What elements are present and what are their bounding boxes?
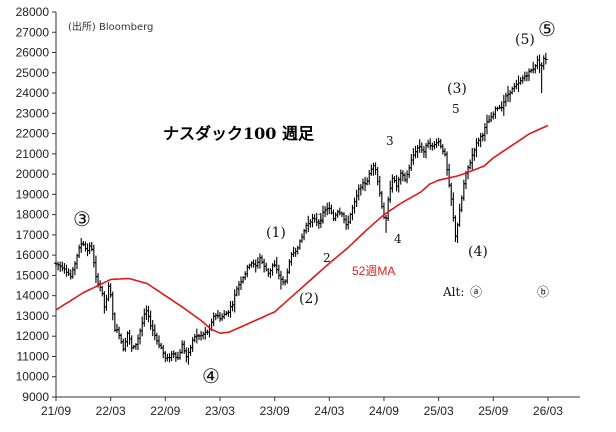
wave-label-2: 2 [323, 251, 331, 265]
x-tick-label: 25/09 [478, 404, 508, 418]
ma-line [55, 124, 549, 335]
y-axis: 9000 10000 11000 12000 13000 14000 15000 16000 1… [16, 5, 56, 404]
y-tick-label: 16000 [16, 248, 50, 262]
chart-title: ナスダック100 週足 [163, 124, 315, 143]
wave-label-circle-5: ⑤ [538, 17, 556, 41]
y-tick-label: 27000 [16, 25, 50, 39]
x-axis: 21/09 22/03 22/09 23/03 23/09 24/03 24/09 25/03… [41, 397, 563, 418]
wave-label-paren-5: (5) [515, 32, 535, 48]
wave-label-3: 3 [386, 134, 394, 148]
ma-label: 52週MA [352, 264, 395, 278]
y-tick-label: 11000 [17, 349, 50, 363]
y-tick-label: 9000 [22, 390, 49, 404]
wave-label-5: 5 [452, 102, 460, 116]
y-tick-label: 10000 [16, 370, 50, 384]
y-tick-label: 13000 [16, 309, 50, 323]
x-tick-label: 23/03 [205, 404, 235, 418]
y-tick-label: 14000 [16, 289, 50, 303]
x-tick-label: 21/09 [41, 404, 71, 418]
y-tick-label: 24000 [16, 86, 50, 100]
y-tick-label: 17000 [16, 228, 50, 242]
wave-label-paren-1: (1) [266, 225, 286, 241]
y-tick-label: 22000 [16, 127, 50, 141]
x-tick-label: 24/03 [314, 404, 344, 418]
price-bars [54, 52, 548, 365]
y-tick-label: 25000 [16, 66, 50, 80]
alt-label: Alt: [442, 285, 464, 299]
wave-label-circle-4: ④ [202, 364, 220, 388]
y-tick-label: 23000 [16, 106, 50, 120]
wave-label-4: 4 [394, 232, 402, 246]
wave-label-paren-2: (2) [299, 291, 319, 307]
wave-label-circle-3: ③ [73, 207, 91, 231]
y-tick-label: 26000 [16, 46, 50, 60]
x-tick-label: 26/03 [533, 404, 563, 418]
y-tick-label: 19000 [16, 187, 50, 201]
alt-b-label: ⓑ [537, 285, 549, 299]
x-tick-label: 23/09 [260, 404, 290, 418]
x-tick-label: 22/09 [150, 404, 180, 418]
x-tick-label: 25/03 [424, 404, 454, 418]
y-tick-label: 28000 [16, 5, 50, 19]
wave-label-1: 1 [317, 211, 325, 225]
y-tick-label: 15000 [16, 268, 50, 282]
x-tick-label: 22/03 [96, 404, 126, 418]
source-label: (出所) Bloomberg [68, 20, 153, 33]
alt-a-label: ⓐ [470, 285, 482, 299]
y-tick-label: 18000 [16, 208, 50, 222]
x-tick-label: 24/09 [369, 404, 399, 418]
wave-label-paren-3: (3) [447, 81, 467, 97]
y-tick-label: 20000 [16, 167, 50, 181]
wave-label-paren-4: (4) [468, 244, 488, 260]
y-tick-label: 12000 [16, 329, 50, 343]
y-tick-label: 21000 [16, 147, 50, 161]
